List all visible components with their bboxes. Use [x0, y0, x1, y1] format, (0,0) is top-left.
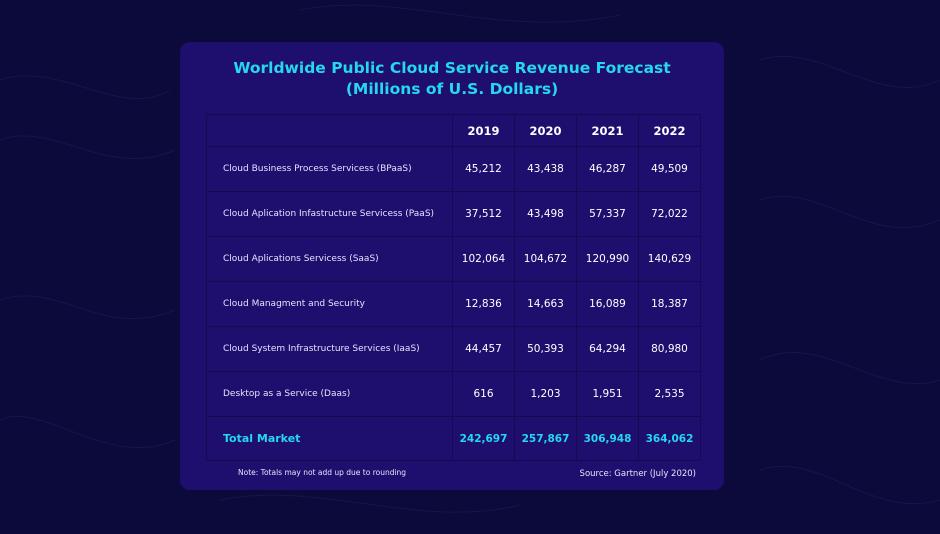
- total-cell: 257,867: [514, 416, 577, 461]
- column-header-2019: 2019: [452, 114, 515, 147]
- table-cell: 64,294: [576, 326, 639, 372]
- row-label: Cloud Aplication Infastructure Servicess…: [206, 191, 453, 237]
- table-cell: 18,387: [638, 281, 701, 327]
- table-cell: 50,393: [514, 326, 577, 372]
- table-cell: 43,438: [514, 146, 577, 192]
- total-cell: 242,697: [452, 416, 515, 461]
- row-label: Desktop as a Service (Daas): [206, 371, 453, 417]
- table-row-paas: Cloud Aplication Infastructure Servicess…: [206, 191, 701, 237]
- column-header-2020: 2020: [514, 114, 577, 147]
- table-cell: 120,990: [576, 236, 639, 282]
- table-cell: 1,951: [576, 371, 639, 417]
- table-cell: 14,663: [514, 281, 577, 327]
- chart-subtitle: (Millions of U.S. Dollars): [345, 80, 559, 98]
- table-cell: 140,629: [638, 236, 701, 282]
- table-cell: 616: [452, 371, 515, 417]
- column-header-2022: 2022: [638, 114, 701, 147]
- table-cell: 12,836: [452, 281, 515, 327]
- row-label: Cloud Managment and Security: [206, 281, 453, 327]
- table-row-total: Total Market 242,697 257,867 306,948 364…: [206, 416, 701, 461]
- total-cell: 306,948: [576, 416, 639, 461]
- table-cell: 44,457: [452, 326, 515, 372]
- table-row-iaas: Cloud System Infrastructure Services (Ia…: [206, 326, 701, 372]
- column-header-2021: 2021: [576, 114, 639, 147]
- table-cell: 37,512: [452, 191, 515, 237]
- table-row-bpaas: Cloud Business Process Servicess (BPaaS)…: [206, 146, 701, 192]
- table-cell: 46,287: [576, 146, 639, 192]
- rounding-note: Note: Totals may not add up due to round…: [238, 468, 407, 477]
- table-row-daas: Desktop as a Service (Daas) 616 1,203 1,…: [206, 371, 701, 417]
- chart-title: Worldwide Public Cloud Service Revenue F…: [233, 59, 671, 77]
- table-header-row: 2019 2020 2021 2022: [206, 114, 701, 147]
- table-row-saas: Cloud Aplications Servicess (SaaS) 102,0…: [206, 236, 701, 282]
- table-cell: 2,535: [638, 371, 701, 417]
- table-cell: 45,212: [452, 146, 515, 192]
- revenue-table: 2019 2020 2021 2022 Cloud Business Proce…: [206, 114, 701, 461]
- total-cell: 364,062: [638, 416, 701, 461]
- table-cell: 43,498: [514, 191, 577, 237]
- table-cell: 57,337: [576, 191, 639, 237]
- table-cell: 72,022: [638, 191, 701, 237]
- table-cell: 16,089: [576, 281, 639, 327]
- table-cell: 102,064: [452, 236, 515, 282]
- table-cell: 80,980: [638, 326, 701, 372]
- row-label: Cloud Aplications Servicess (SaaS): [206, 236, 453, 282]
- row-label: Cloud System Infrastructure Services (Ia…: [206, 326, 453, 372]
- table-row-security: Cloud Managment and Security 12,836 14,6…: [206, 281, 701, 327]
- table-cell: 1,203: [514, 371, 577, 417]
- row-label: Cloud Business Process Servicess (BPaaS): [206, 146, 453, 192]
- table-cell: 49,509: [638, 146, 701, 192]
- total-label: Total Market: [206, 416, 453, 461]
- source-credit: Source: Gartner (July 2020): [579, 469, 696, 479]
- header-blank-cell: [206, 114, 453, 147]
- chart-card: Worldwide Public Cloud Service Revenue F…: [180, 42, 724, 490]
- table-cell: 104,672: [514, 236, 577, 282]
